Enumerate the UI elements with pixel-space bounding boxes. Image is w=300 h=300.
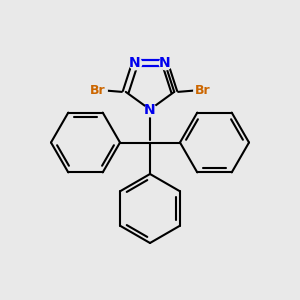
- Text: Br: Br: [195, 84, 211, 97]
- Text: N: N: [129, 56, 141, 70]
- Text: Br: Br: [89, 84, 105, 97]
- Text: N: N: [159, 56, 171, 70]
- Text: N: N: [144, 103, 156, 116]
